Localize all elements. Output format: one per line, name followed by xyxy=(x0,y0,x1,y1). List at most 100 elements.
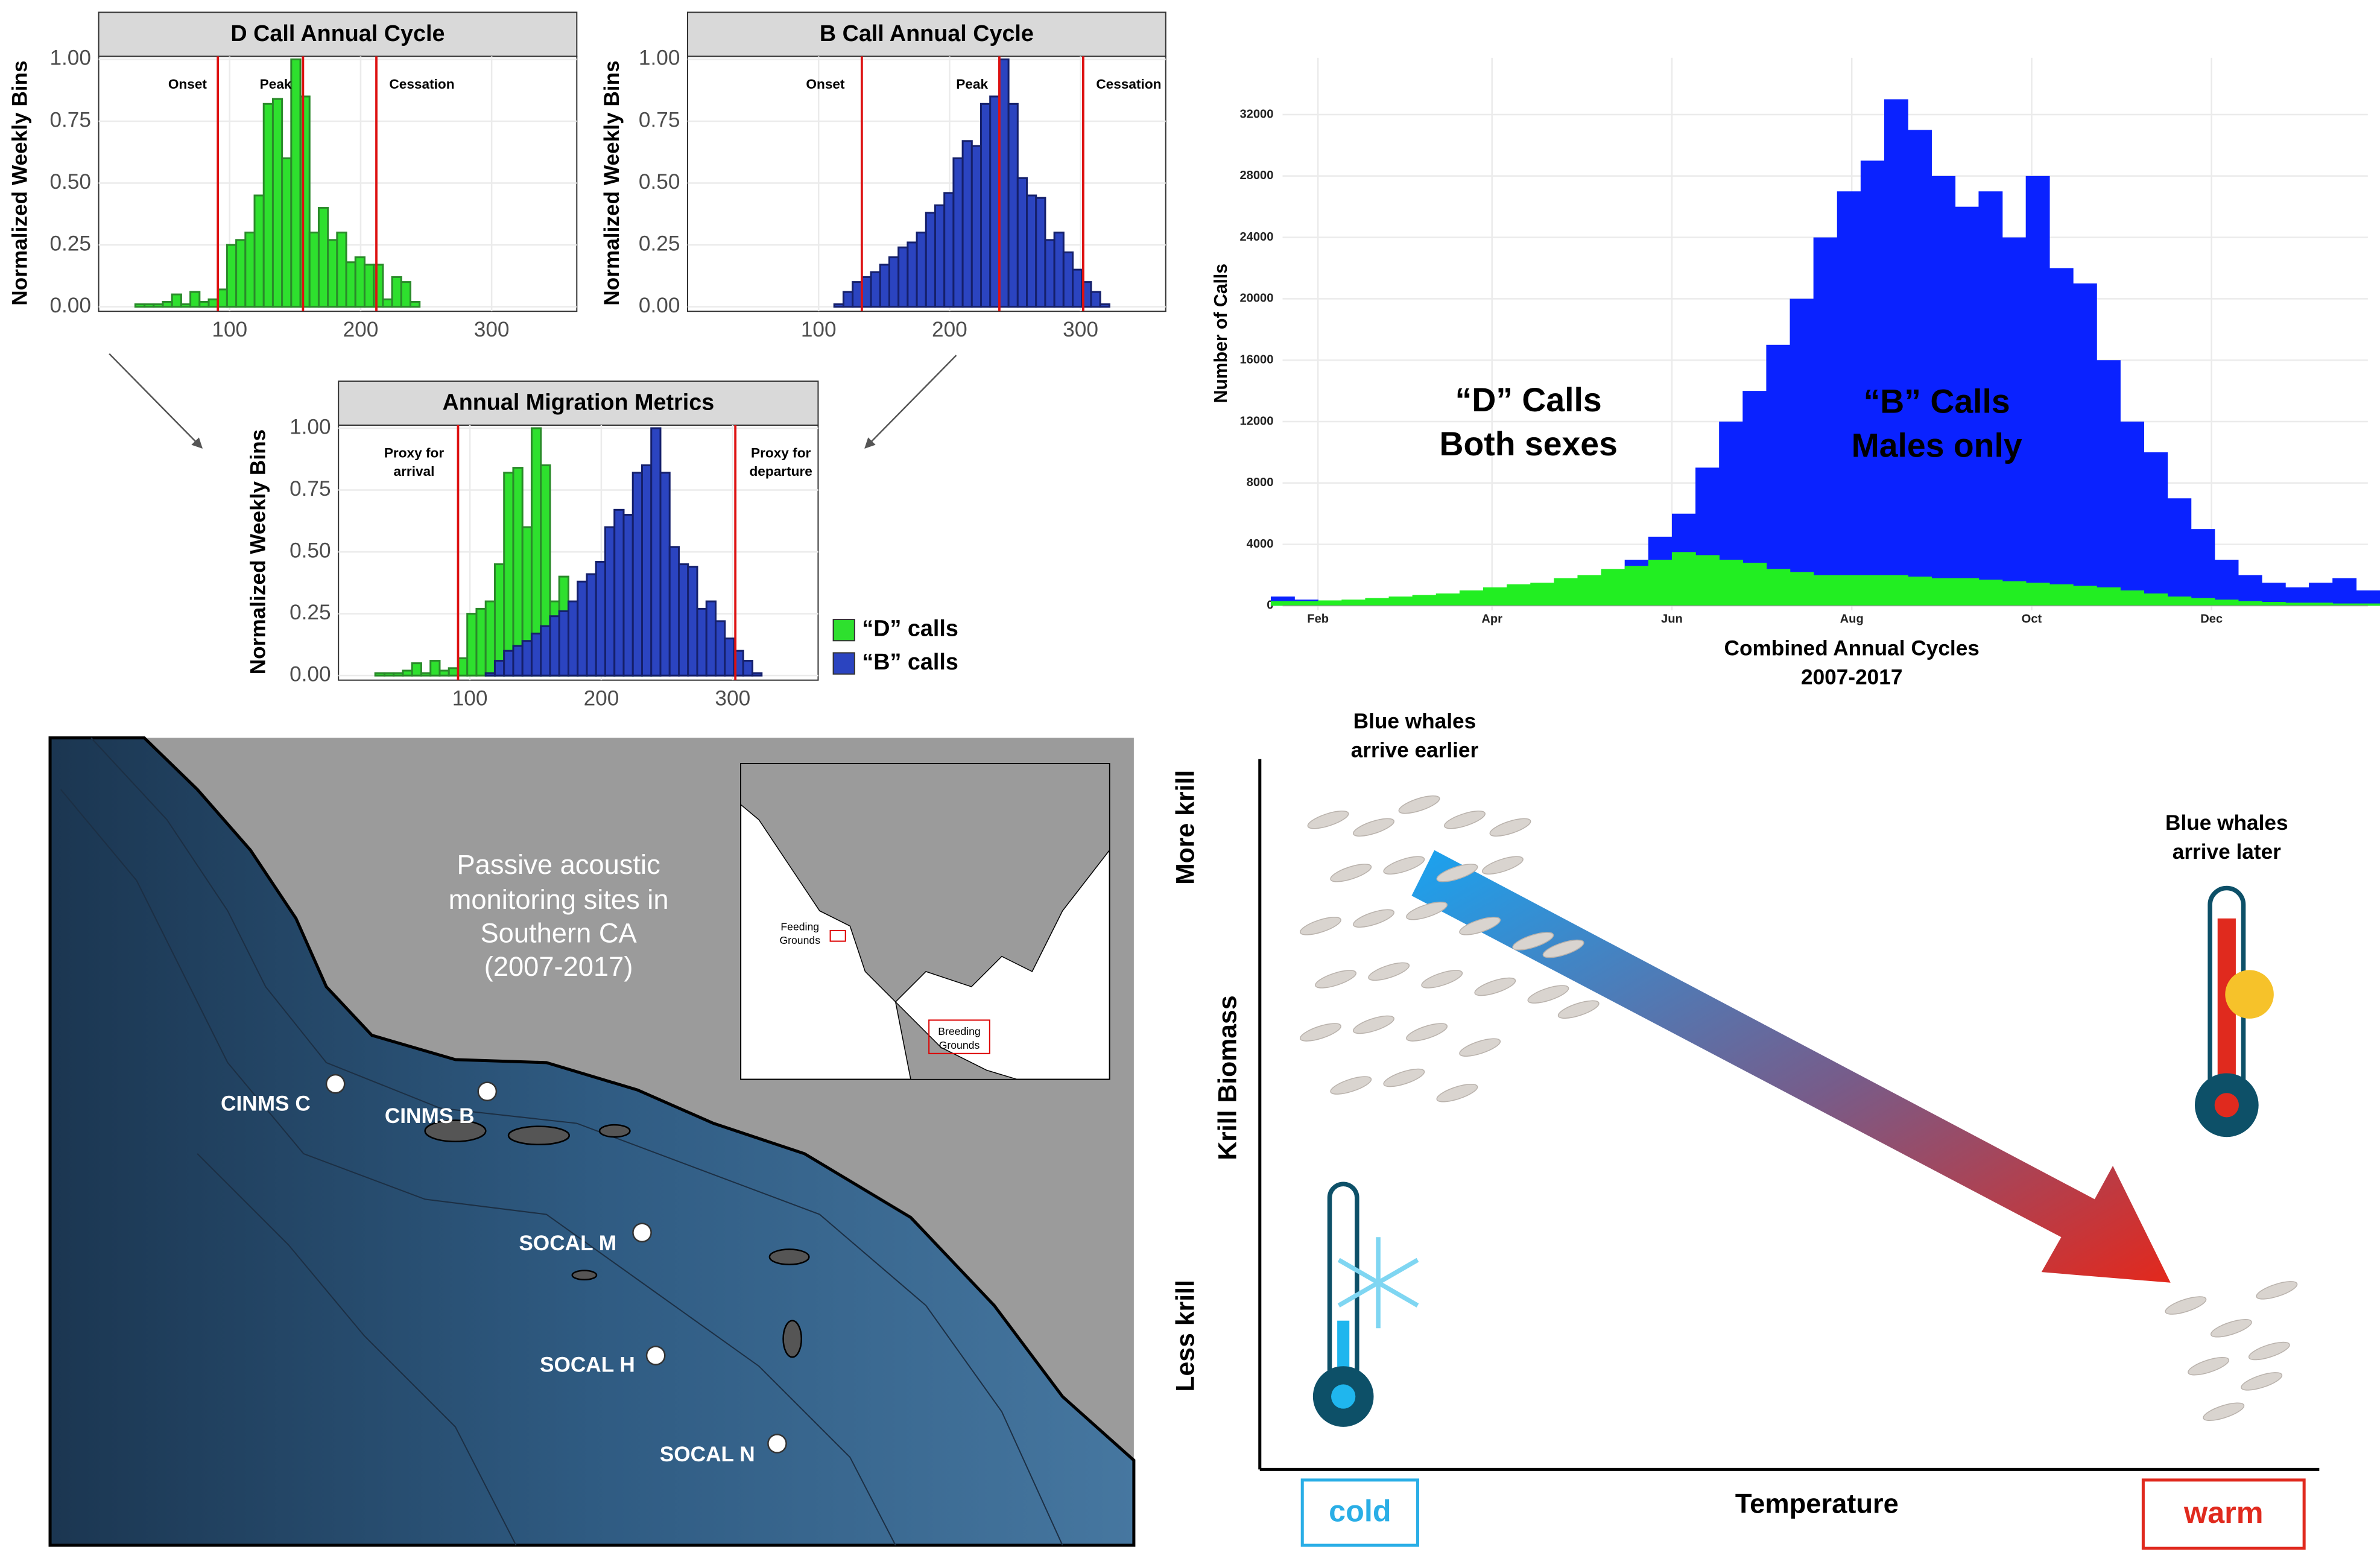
bar xyxy=(1601,569,1625,606)
bar xyxy=(1483,587,1507,606)
bar xyxy=(420,672,432,677)
bar xyxy=(484,672,496,677)
bar xyxy=(1671,552,1696,606)
bar xyxy=(714,620,726,677)
krill xyxy=(1368,962,1410,981)
krill xyxy=(1330,864,1372,882)
bar xyxy=(512,645,524,677)
bar xyxy=(493,660,505,677)
annotation: “D” Calls xyxy=(1455,381,1602,419)
bar xyxy=(622,514,634,677)
flow-arrow xyxy=(864,355,957,449)
site-label: CINMS C xyxy=(221,1092,311,1116)
bar xyxy=(1955,206,1980,606)
y-tick-label: 0 xyxy=(1267,599,1273,612)
bar xyxy=(2002,237,2027,606)
bar xyxy=(1790,299,1814,606)
bar xyxy=(2191,598,2215,606)
site-marker xyxy=(325,1074,346,1094)
site-marker xyxy=(645,1346,666,1365)
bar xyxy=(530,632,542,677)
chart-title: Annual Migration Metrics xyxy=(442,390,714,415)
bar xyxy=(1577,575,1602,606)
bar xyxy=(373,264,384,308)
bar xyxy=(1318,600,1343,606)
sun xyxy=(2225,970,2274,1019)
krill xyxy=(1315,970,1356,989)
bar xyxy=(493,563,505,677)
krill xyxy=(1474,977,1516,996)
x-tick-label: Feb xyxy=(1307,612,1329,625)
bar xyxy=(970,145,983,308)
bar xyxy=(705,600,717,677)
bar xyxy=(1062,251,1074,308)
bar xyxy=(345,261,356,308)
y-axis-label: Number of Calls xyxy=(1211,264,1231,403)
bar xyxy=(1270,601,1295,606)
panel-header xyxy=(687,11,1166,57)
krill xyxy=(1353,909,1394,928)
krill xyxy=(1459,1038,1501,1057)
inset-land xyxy=(740,763,1110,1003)
bar xyxy=(1388,596,1413,606)
bar xyxy=(1908,577,1932,606)
warm-label: warm xyxy=(2183,1495,2263,1529)
bar xyxy=(952,157,964,308)
bar xyxy=(244,232,256,308)
bar xyxy=(980,103,992,308)
bar xyxy=(308,232,320,308)
x-tick-label: 200 xyxy=(343,318,379,341)
bar xyxy=(934,204,946,308)
bar xyxy=(540,625,551,677)
bar xyxy=(998,58,1010,308)
bar xyxy=(696,607,707,677)
map-title: Southern CA xyxy=(480,917,637,948)
bar xyxy=(1978,191,2003,606)
bar xyxy=(925,212,936,308)
island xyxy=(598,1124,631,1138)
island xyxy=(768,1248,810,1265)
bar xyxy=(842,291,854,308)
bar xyxy=(2120,590,2145,606)
y-label: More krill xyxy=(1171,770,1200,885)
annotation: Males only xyxy=(1852,426,2022,464)
bar xyxy=(577,580,588,677)
krill xyxy=(2210,1319,2252,1338)
bar xyxy=(1695,555,1720,606)
bar xyxy=(1790,572,1814,606)
bar xyxy=(1719,560,1744,606)
krill xyxy=(1436,864,1478,882)
bar xyxy=(888,256,900,308)
bar xyxy=(235,239,247,308)
bar xyxy=(512,467,524,677)
bar xyxy=(2261,602,2286,606)
bar xyxy=(162,300,173,308)
reference-label: departure xyxy=(749,464,812,479)
bar xyxy=(226,244,238,308)
bar xyxy=(668,546,680,677)
bar xyxy=(595,560,606,677)
bar xyxy=(144,303,155,308)
krill xyxy=(1482,856,1524,875)
bar xyxy=(742,660,754,677)
bar xyxy=(1053,232,1065,308)
x-tick-label: Jun xyxy=(1661,612,1683,625)
reference-label: Onset xyxy=(806,77,845,92)
bar xyxy=(411,662,422,677)
bar xyxy=(870,271,881,308)
reference-label: Onset xyxy=(168,77,207,92)
bar xyxy=(354,256,366,308)
bar xyxy=(262,103,274,308)
cold-box xyxy=(1300,1478,1420,1547)
bar xyxy=(484,600,496,677)
bar xyxy=(391,276,402,308)
y-axis-label: Normalized Weekly Bins xyxy=(600,60,624,305)
contour xyxy=(90,737,1063,1546)
krill xyxy=(2241,1372,2283,1391)
y-tick-label: 24000 xyxy=(1239,230,1273,244)
y-tick-label: 0.25 xyxy=(290,601,331,624)
bar xyxy=(989,95,1001,308)
bar xyxy=(833,303,844,308)
inset-land xyxy=(894,1000,1018,1080)
bar xyxy=(438,669,450,677)
